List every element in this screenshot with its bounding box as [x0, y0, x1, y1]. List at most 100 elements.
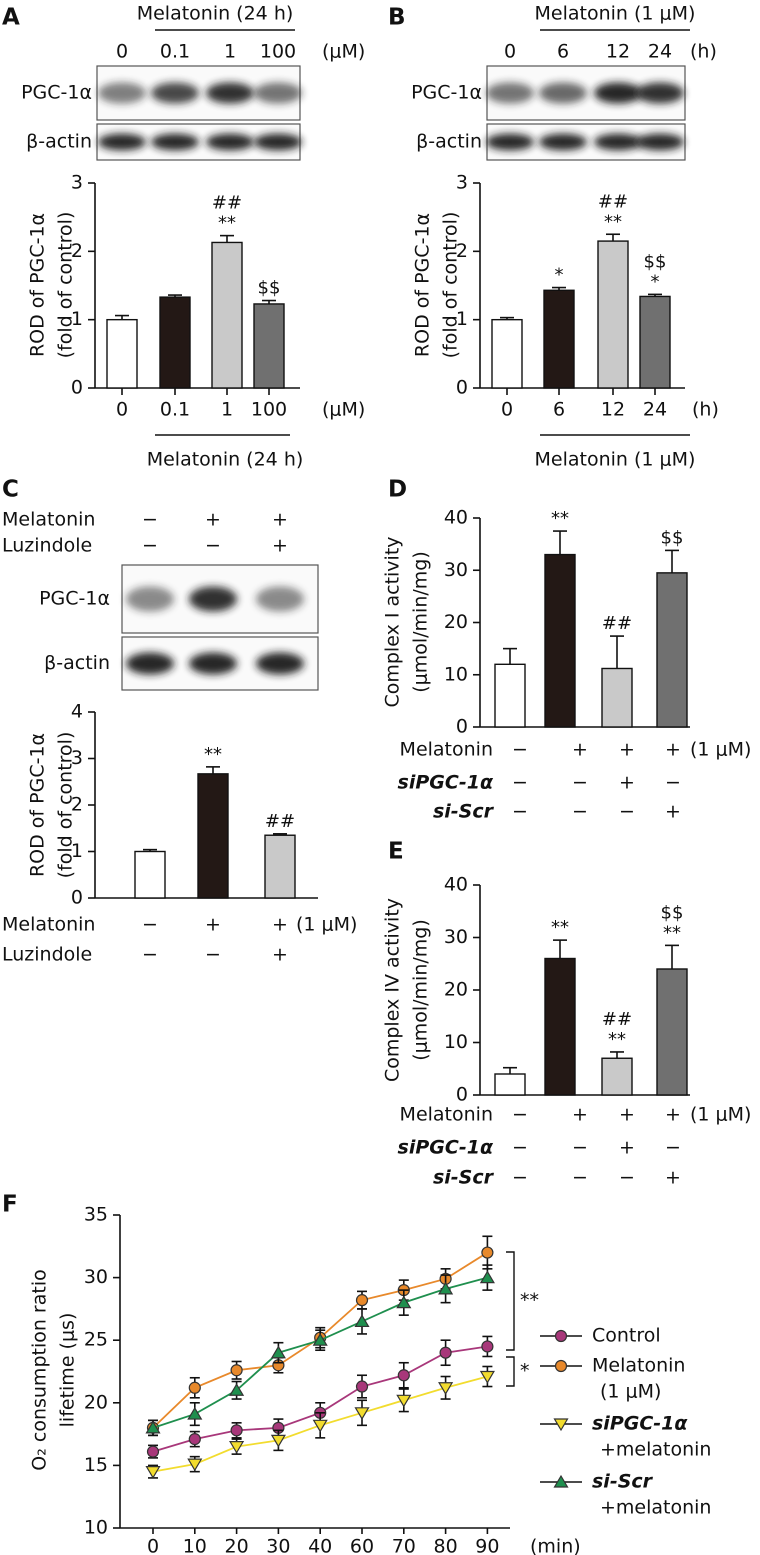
- blot-band: [254, 82, 302, 104]
- condition-unit: (1 μM): [296, 914, 357, 936]
- y-tick-label: 0: [456, 377, 468, 399]
- blot-label: β-actin: [26, 131, 92, 153]
- condition-sign: −: [512, 1137, 528, 1159]
- significance: ##: [598, 191, 628, 212]
- marker: [187, 1406, 203, 1420]
- condition-sign: +: [272, 535, 288, 557]
- blot-band: [126, 652, 174, 675]
- y-tick-label: 20: [444, 611, 468, 633]
- y-axis-label: O₂ consumption ratio: [29, 1269, 51, 1470]
- significance: *: [651, 271, 660, 292]
- condition-name: si-Scr: [433, 801, 495, 823]
- bar: [656, 572, 688, 728]
- y-axis-label: (fold of control): [55, 732, 77, 879]
- lane-label: 0: [504, 41, 516, 63]
- y-tick-label: 1: [71, 840, 83, 862]
- marker: [479, 1370, 495, 1384]
- bar: [134, 850, 166, 899]
- condition-sign: +: [619, 1104, 635, 1126]
- condition-sign: −: [572, 801, 588, 823]
- lane-label: 12: [606, 41, 630, 63]
- blot-title: Melatonin (1 μM): [535, 3, 696, 25]
- y-tick-label: 25: [84, 1329, 108, 1351]
- marker: [481, 1246, 494, 1259]
- lane-label: 100: [260, 41, 296, 63]
- bar: [656, 968, 688, 1096]
- significance: ##: [602, 1009, 632, 1030]
- significance: **: [218, 213, 236, 234]
- condition-name: Melatonin: [2, 914, 95, 936]
- bar: [491, 318, 523, 389]
- significance: **: [663, 922, 681, 943]
- lane-label: 24: [648, 41, 672, 63]
- blot-band: [486, 133, 534, 151]
- marker: [230, 1424, 243, 1437]
- significance: **: [551, 917, 569, 938]
- condition-sign: +: [619, 1137, 635, 1159]
- condition-sign: +: [665, 1167, 681, 1189]
- condition-sign: +: [665, 801, 681, 823]
- bar: [601, 1057, 633, 1096]
- significance: $$: [644, 251, 667, 272]
- significance: $$: [661, 902, 684, 923]
- blot-title: Melatonin (24 h): [137, 3, 294, 25]
- y-tick-label: 10: [444, 663, 468, 685]
- condition-name: si-Scr: [433, 1167, 495, 1189]
- condition-sign: −: [205, 535, 221, 557]
- blot-band: [151, 133, 199, 151]
- bar: [494, 1073, 526, 1096]
- marker: [270, 1434, 286, 1448]
- x-tick-label: 0: [116, 399, 128, 421]
- x-tick-label: 0: [501, 399, 513, 421]
- y-axis-label: (μmol/min/mg): [410, 919, 432, 1061]
- y-axis-label: Complex I activity: [382, 536, 404, 707]
- lane-label: 6: [557, 41, 569, 63]
- condition-sign: −: [142, 535, 158, 557]
- y-tick-label: 2: [456, 240, 468, 262]
- lane-label: 0: [116, 41, 128, 63]
- condition-sign: +: [665, 1104, 681, 1126]
- blot-band: [189, 586, 237, 612]
- blot-band: [189, 652, 237, 675]
- significance: **: [608, 1029, 626, 1050]
- bracket: [506, 1251, 515, 1351]
- condition-sign: −: [572, 1167, 588, 1189]
- marker: [479, 1270, 495, 1284]
- marker: [312, 1333, 328, 1346]
- condition-sign: −: [572, 772, 588, 794]
- condition-sign: +: [205, 509, 221, 531]
- bar: [544, 553, 576, 728]
- marker: [554, 1359, 568, 1373]
- x-tick-label: 10: [183, 1536, 207, 1555]
- x-unit: (min): [530, 1536, 581, 1555]
- marker: [188, 1381, 201, 1394]
- condition-name: Melatonin: [2, 509, 95, 531]
- condition-sign: +: [572, 1104, 588, 1126]
- condition-sign: +: [619, 739, 635, 761]
- y-tick-label: 40: [444, 507, 468, 529]
- panel-letter: D: [388, 477, 407, 503]
- x-tick-label: 20: [225, 1536, 249, 1555]
- condition-sign: −: [665, 772, 681, 794]
- condition-unit: (1 μM): [690, 1104, 751, 1126]
- marker: [188, 1433, 201, 1446]
- condition-sign: +: [272, 914, 288, 936]
- blot-label: β-actin: [44, 652, 110, 674]
- x-unit: (μM): [322, 399, 365, 421]
- lane-label: 0.1: [160, 41, 190, 63]
- bar: [494, 663, 526, 728]
- y-axis-label: ROD of PGC-1α: [412, 213, 434, 357]
- blot-band: [126, 586, 174, 612]
- condition-sign: +: [272, 944, 288, 966]
- marker: [230, 1364, 243, 1377]
- y-tick-label: 15: [84, 1454, 108, 1476]
- condition-unit: (1 μM): [690, 739, 751, 761]
- x-tick-label: 6: [553, 399, 565, 421]
- x-tick-label: 0.1: [160, 399, 190, 421]
- y-tick-label: 4: [71, 701, 83, 723]
- significance: **: [204, 744, 222, 765]
- marker: [354, 1407, 370, 1420]
- marker: [396, 1295, 412, 1309]
- marker: [554, 1329, 568, 1343]
- condition-sign: −: [572, 1137, 588, 1159]
